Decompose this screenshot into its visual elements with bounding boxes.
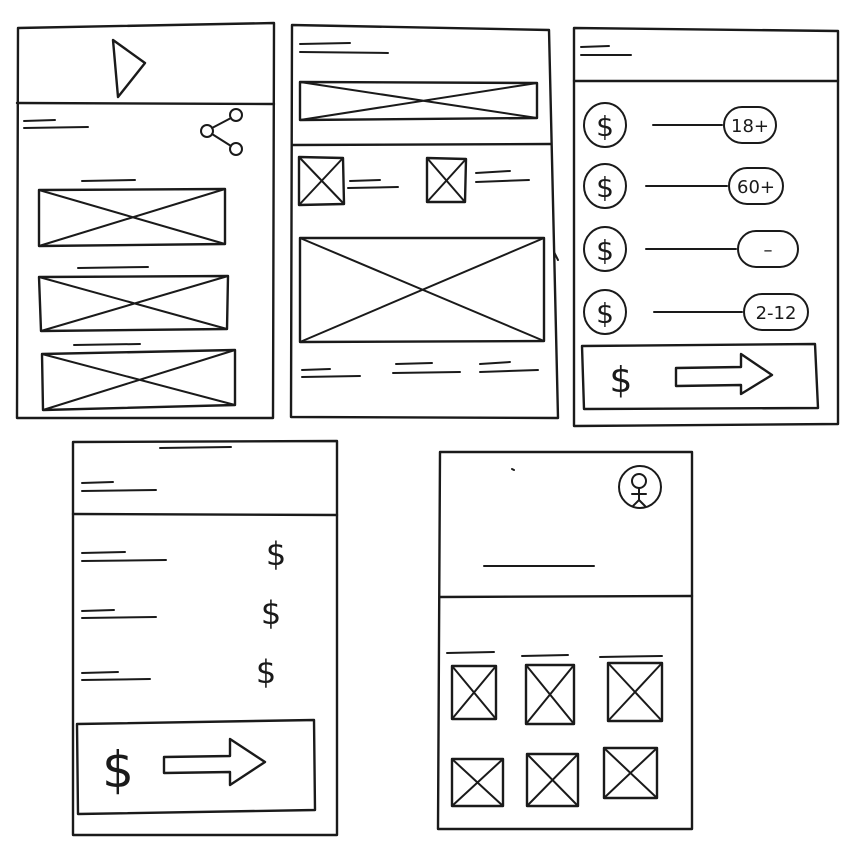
thumbnail-label-line <box>475 170 530 183</box>
checkout-button[interactable]: $ <box>75 718 317 816</box>
age-badge <box>743 293 809 331</box>
grid-image-placeholder[interactable] <box>450 757 505 808</box>
screen-5 <box>436 450 694 831</box>
image-placeholder[interactable] <box>37 187 227 248</box>
screen-1-section-title-line <box>23 119 89 129</box>
ticket-row[interactable]: $ – <box>583 226 799 272</box>
screen-4: $ $ $ $ <box>71 439 339 837</box>
price-symbol: $ <box>266 535 286 573</box>
banner-image-placeholder[interactable] <box>298 80 539 122</box>
age-badge <box>728 167 784 205</box>
grid-image-placeholder[interactable] <box>450 664 498 721</box>
price-coin-icon <box>583 102 627 148</box>
age-badge <box>723 106 777 144</box>
screen-5-frame <box>436 450 694 831</box>
share-icon[interactable] <box>200 108 243 156</box>
ticket-row[interactable]: $18+ <box>583 102 777 148</box>
dollar-symbol: $ <box>102 741 134 799</box>
ticket-row[interactable]: $60+ <box>583 163 784 209</box>
footer-link-line[interactable] <box>301 368 361 378</box>
ticket-row[interactable]: $2-12 <box>583 289 809 335</box>
screen-5-dot <box>511 468 515 471</box>
price-row[interactable]: $ <box>81 535 286 573</box>
dollar-symbol: $ <box>596 297 614 330</box>
dollar-symbol: $ <box>610 360 633 401</box>
age-badge-label: 60+ <box>737 177 775 198</box>
footer-link-line[interactable] <box>479 361 539 373</box>
grid-image-placeholder[interactable] <box>525 752 580 808</box>
price-coin-icon <box>583 226 627 272</box>
ticket-list: $18+$ 60+$ –$ 2-12 <box>583 102 809 335</box>
scroll-tick <box>553 251 559 261</box>
grid-column-header-lines <box>446 651 663 658</box>
dollar-symbol: $ <box>596 110 614 143</box>
price-row[interactable]: $ <box>81 653 276 691</box>
card-title-line <box>77 266 149 269</box>
grid-image-placeholder[interactable] <box>524 663 576 726</box>
grid-image-placeholder[interactable] <box>606 661 664 723</box>
price-symbol: $ <box>256 653 276 691</box>
arrow-right-icon <box>674 352 774 396</box>
image-placeholder[interactable] <box>40 348 237 412</box>
thumbnail-placeholder[interactable] <box>297 155 346 207</box>
arrow-right-icon <box>162 737 267 787</box>
age-badge-label: 18+ <box>731 116 769 137</box>
screen-3-title-line <box>580 45 632 56</box>
age-badge-label: 2-12 <box>756 303 797 324</box>
age-badge-label: – <box>764 240 773 261</box>
screen-5-divider <box>438 594 694 599</box>
price-symbol: $ <box>261 594 281 632</box>
screen-4-title-line <box>81 481 157 492</box>
screen-1 <box>15 21 276 420</box>
screen-4-frame <box>71 439 339 837</box>
thumbnail-label-line <box>347 179 399 189</box>
screen-3: $18+$ 60+$ –$ 2-12 $ <box>572 26 840 428</box>
dollar-symbol: $ <box>596 234 614 267</box>
grid-image-placeholder[interactable] <box>602 746 659 800</box>
hero-image-placeholder[interactable] <box>298 236 546 344</box>
user-avatar-icon[interactable] <box>618 465 662 509</box>
card-title-line <box>81 179 136 182</box>
footer-link-line[interactable] <box>392 362 461 374</box>
screen-1-frame <box>15 21 276 420</box>
screen-2 <box>289 23 560 420</box>
price-row[interactable]: $ <box>81 594 281 632</box>
image-placeholder[interactable] <box>37 274 230 333</box>
dollar-symbol: $ <box>596 171 614 204</box>
price-coin-icon <box>583 163 627 209</box>
screen-2-divider <box>290 142 553 147</box>
screen-4-top-line <box>159 446 232 449</box>
screen-1-header-divider <box>15 101 276 106</box>
screen-2-title-line <box>299 42 389 54</box>
play-icon[interactable] <box>111 38 147 99</box>
thumbnail-placeholder[interactable] <box>425 156 468 204</box>
card-title-line <box>73 343 141 346</box>
screen-2-frame <box>289 23 560 420</box>
screen-4-header-divider <box>71 512 339 517</box>
screen-3-frame <box>572 26 840 428</box>
checkout-button[interactable]: $ <box>580 342 820 411</box>
price-coin-icon <box>583 289 627 335</box>
age-badge <box>737 230 799 268</box>
